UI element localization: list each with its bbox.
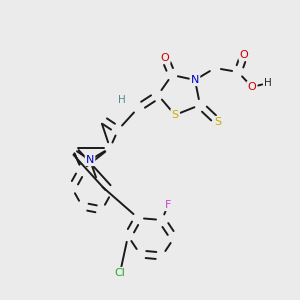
Text: H: H	[264, 78, 272, 88]
Text: S: S	[171, 110, 178, 120]
Text: F: F	[165, 200, 171, 210]
Text: O: O	[240, 50, 248, 60]
Text: N: N	[191, 75, 199, 85]
Text: N: N	[86, 155, 94, 165]
Text: O: O	[248, 82, 256, 92]
Text: Cl: Cl	[115, 268, 125, 278]
Text: H: H	[118, 95, 126, 105]
Text: S: S	[214, 117, 222, 127]
Text: O: O	[160, 53, 169, 63]
